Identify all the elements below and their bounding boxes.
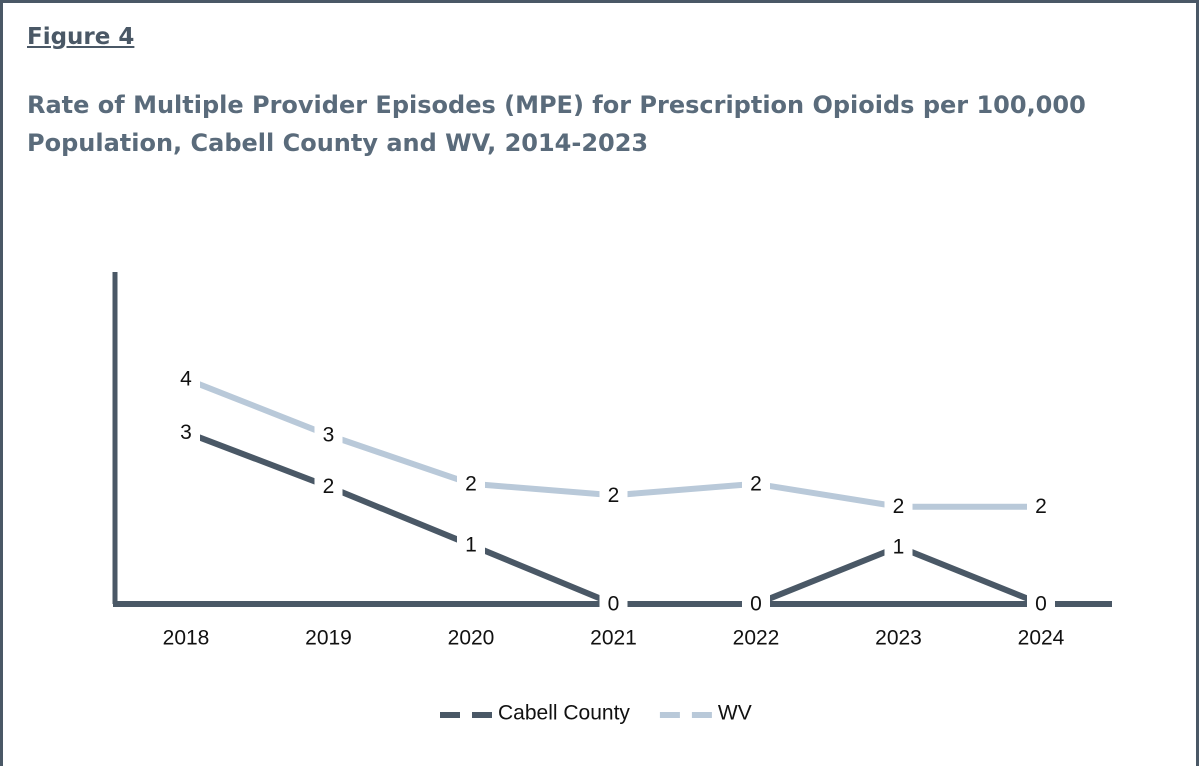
label-bg	[172, 418, 200, 447]
data-label: 4	[180, 368, 192, 391]
label-bg	[884, 492, 913, 521]
data-label: 0	[1035, 593, 1047, 616]
label-bg	[172, 365, 200, 394]
data-label: 2	[893, 495, 905, 518]
x-tick-label: 2019	[305, 627, 352, 650]
x-tick-label: 2023	[875, 627, 922, 650]
label-bg	[599, 481, 628, 510]
label-bg	[1027, 590, 1055, 618]
chart-title: Rate of Multiple Provider Episodes (MPE)…	[27, 91, 1086, 157]
label-bg	[884, 532, 913, 561]
legend-label: Cabell County	[498, 702, 630, 725]
x-tick-label: 2024	[1018, 627, 1065, 650]
label-bg	[457, 469, 485, 498]
x-tick-label: 2021	[590, 627, 637, 650]
label-bg	[599, 590, 628, 618]
data-label: 2	[608, 484, 620, 507]
label-bg	[457, 531, 485, 560]
data-label: 0	[608, 593, 620, 616]
x-tick-label: 2022	[733, 627, 780, 650]
series-line	[184, 429, 1043, 607]
data-label: 3	[180, 421, 192, 444]
label-bg	[1027, 492, 1055, 521]
legend-label: WV	[718, 702, 752, 725]
data-label: 2	[750, 472, 762, 495]
figure-label: Figure 4	[27, 24, 135, 50]
data-label: 1	[893, 535, 905, 558]
x-tick-label: 2018	[163, 627, 210, 650]
data-label: 2	[465, 472, 477, 495]
data-label: 2	[1035, 495, 1047, 518]
data-label: 0	[750, 593, 762, 616]
label-bg	[742, 469, 770, 498]
data-label: 3	[323, 424, 335, 447]
label-bg	[314, 472, 343, 501]
data-label: 1	[465, 534, 477, 557]
label-bg	[314, 421, 343, 450]
data-label: 2	[323, 475, 335, 498]
label-bg	[742, 590, 770, 618]
x-tick-label: 2020	[448, 627, 495, 650]
